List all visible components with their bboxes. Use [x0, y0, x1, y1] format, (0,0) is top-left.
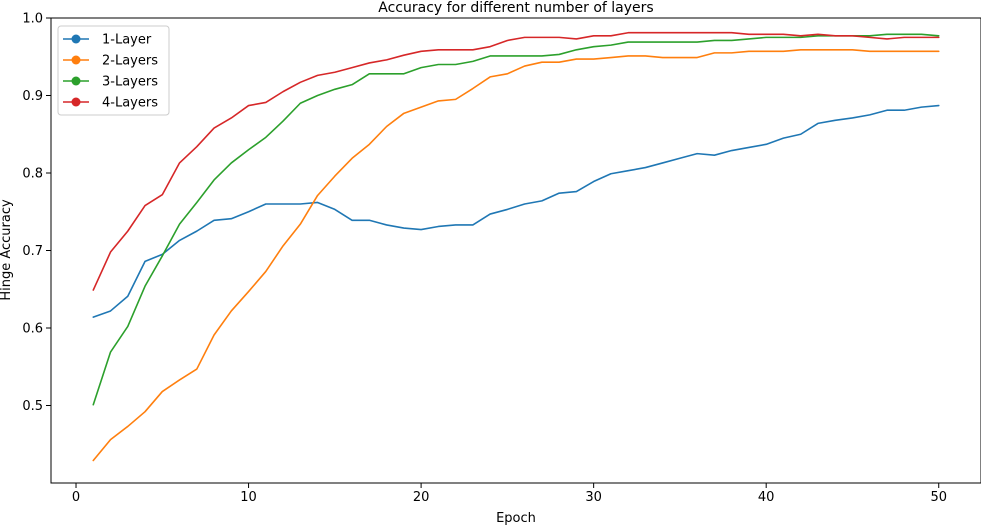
series-line-4-layers [92, 31, 940, 291]
x-axis: 0 10 20 30 40 50 [72, 483, 947, 505]
legend: 1-Layer 2-Layers 3-Layers 4-Layers [57, 25, 170, 116]
y-tick-label: 0.5 [22, 399, 43, 414]
legend-marker [71, 34, 81, 44]
chart-title: Accuracy for different number of layers [378, 0, 653, 16]
legend-marker [71, 76, 81, 86]
y-tick-label: 1.0 [22, 12, 43, 27]
y-tick-label: 0.7 [22, 244, 43, 259]
legend-label: 2-Layers [102, 54, 158, 69]
series-line-3-layers [92, 33, 940, 406]
y-axis-label: Hinge Accuracy [0, 199, 14, 301]
legend-marker [71, 97, 81, 107]
legend-label: 1-Layer [102, 33, 152, 48]
series-layer [92, 31, 940, 462]
y-tick-label: 0.9 [22, 89, 43, 104]
x-tick-label: 30 [585, 490, 602, 505]
x-tick-label: 50 [930, 490, 947, 505]
x-axis-label: Epoch [496, 511, 536, 525]
x-tick-label: 0 [72, 490, 80, 505]
legend-box [57, 25, 170, 116]
series-line-2-layers [92, 48, 940, 462]
x-tick-label: 20 [413, 490, 430, 505]
legend-label: 4-Layers [102, 96, 158, 111]
series-line-1-layer [92, 104, 940, 318]
x-tick-label: 10 [240, 490, 257, 505]
x-tick-label: 40 [758, 490, 775, 505]
y-tick-label: 0.6 [22, 322, 43, 337]
y-tick-label: 0.8 [22, 167, 43, 182]
legend-label: 3-Layers [102, 75, 158, 90]
legend-marker [71, 55, 81, 65]
y-axis: 0.5 0.6 0.7 0.8 0.9 1.0 [22, 12, 51, 414]
